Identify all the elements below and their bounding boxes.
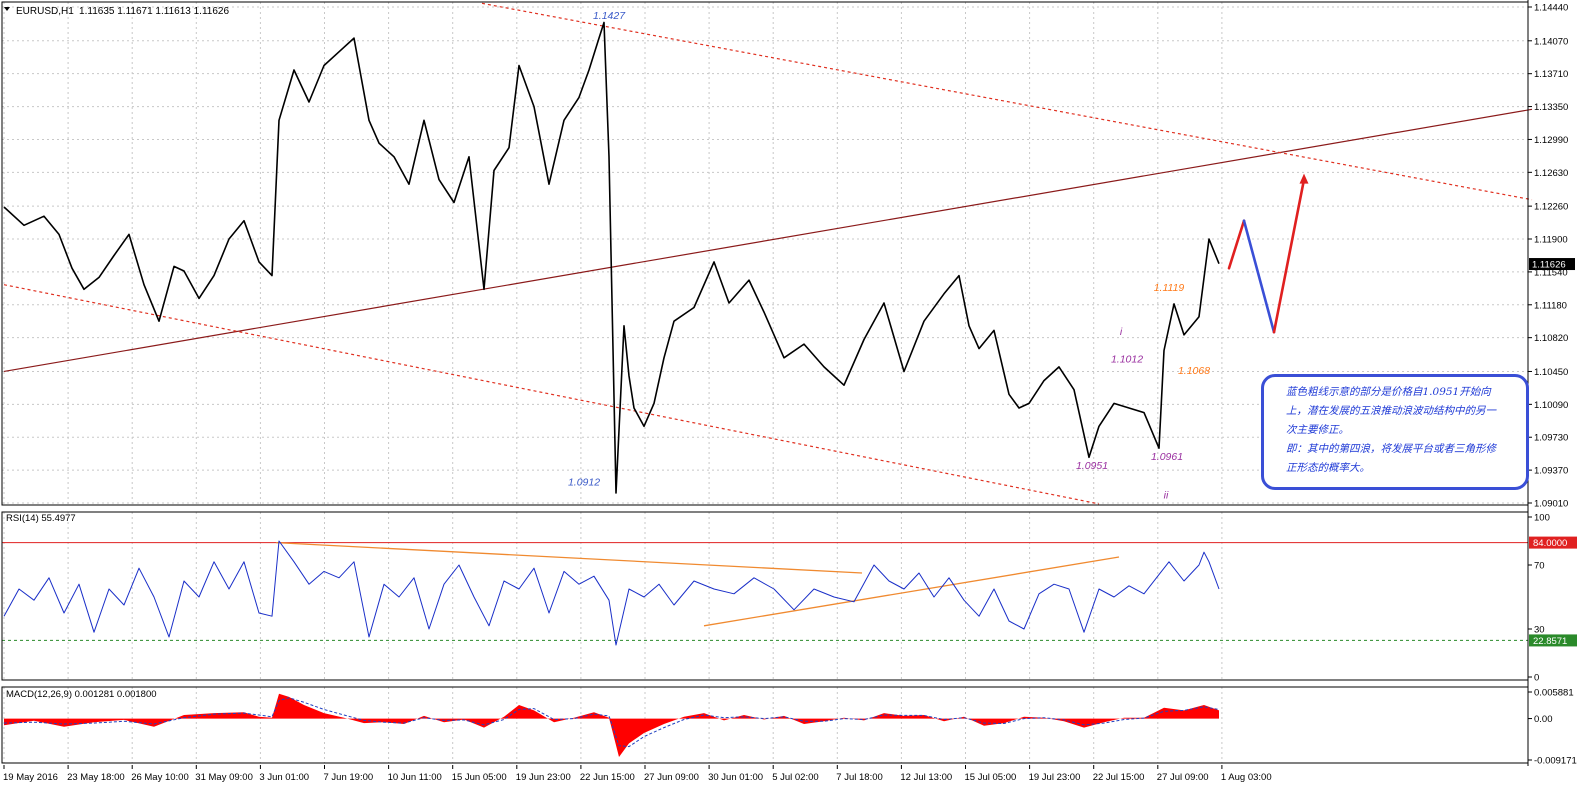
rsi-upper-badge: [1529, 536, 1577, 549]
rsi-trendline: [275, 541, 863, 574]
macd-histogram: [4, 693, 1219, 757]
rsi-trendline: [703, 556, 1120, 627]
y-tick-label: 1.11540: [1534, 267, 1568, 278]
projection-arrowhead: [1299, 173, 1309, 184]
x-tick-label: 27 Jul 09:00: [1157, 772, 1209, 783]
y-tick-label: 1.14070: [1534, 36, 1568, 47]
x-tick-label: 12 Jul 13:00: [900, 772, 952, 783]
symbol-header: EURUSD,H1 1.11635 1.11671 1.11613 1.11626: [16, 6, 229, 17]
x-tick-label: 7 Jul 18:00: [836, 772, 882, 783]
x-tick-label: 22 Jun 15:00: [580, 772, 635, 783]
y-tick-label: 1.13350: [1534, 102, 1568, 113]
wave-projection-segment: [1272, 178, 1306, 334]
rsi-upper-value: 84.0000: [1533, 538, 1567, 549]
wave-label: i: [1120, 326, 1123, 338]
y-tick-label: 0.005881: [1534, 688, 1574, 699]
y-tick-label: 70: [1534, 561, 1545, 572]
price-series-line: [3, 21, 1220, 494]
current-price-label: 1.11626: [1532, 260, 1566, 271]
y-tick-label: 1.12260: [1534, 202, 1568, 213]
wave-label: 1.1427: [593, 10, 626, 22]
y-tick-label: 1.10090: [1534, 400, 1568, 411]
annotation-line: 即：其中的第四浪，将发展平台或者三角形修: [1286, 443, 1496, 455]
x-tick-label: 7 Jun 19:00: [324, 772, 374, 783]
y-tick-label: 1.14440: [1534, 3, 1568, 14]
y-tick-label: 1.09010: [1534, 499, 1568, 510]
x-tick-label: 22 Jul 15:00: [1093, 772, 1145, 783]
x-tick-label: 26 May 10:00: [131, 772, 189, 783]
y-tick-label: 1.12630: [1534, 168, 1568, 179]
price-trendline: [3, 284, 1100, 505]
annotation-line: 正形态的概率大。: [1286, 462, 1370, 474]
x-tick-label: 27 Jun 09:00: [644, 772, 699, 783]
rsi-label: RSI(14) 55.4977: [6, 513, 76, 524]
rsi-series-line: [3, 540, 1220, 646]
y-tick-label: 1.10820: [1534, 333, 1568, 344]
x-tick-label: 10 Jun 11:00: [388, 772, 442, 783]
price-trendline: [481, 2, 1533, 201]
annotation-line: 蓝色粗线示意的部分是价格自1.0951开始向: [1286, 386, 1491, 398]
x-tick-label: 3 Jun 01:00: [259, 772, 309, 783]
collapse-triangle-icon[interactable]: [4, 7, 10, 11]
x-tick-label: 19 May 2016: [3, 772, 58, 783]
y-tick-label: -0.009171: [1534, 756, 1577, 767]
rsi-lower-badge: [1529, 634, 1577, 647]
x-tick-label: 5 Jul 02:00: [772, 772, 818, 783]
y-tick-label: 100: [1534, 513, 1550, 524]
wave-label: 1.0951: [1076, 460, 1108, 472]
y-tick-label: 30: [1534, 625, 1545, 636]
y-tick-label: 1.13710: [1534, 69, 1568, 80]
wave-label: 1.0961: [1151, 451, 1183, 463]
current-price-badge: [1529, 258, 1575, 271]
annotation-line: 次主要修正。: [1286, 424, 1349, 436]
wave-label: 1.1012: [1111, 353, 1143, 365]
y-tick-label: 0: [1534, 673, 1539, 684]
wave-projection-segment: [1242, 219, 1276, 334]
price-trendline: [3, 108, 1533, 373]
wave-label: 1.1119: [1154, 282, 1185, 294]
macd-signal-line: [3, 697, 1220, 748]
wave-label: ii: [1164, 489, 1169, 501]
x-tick-label: 31 May 09:00: [195, 772, 253, 783]
y-tick-label: 1.12990: [1534, 135, 1568, 146]
y-tick-label: 0.00: [1534, 714, 1553, 725]
annotation-note: 蓝色粗线示意的部分是价格自1.0951开始向 上，潜在发展的五浪推动浪波动结构中…: [1261, 374, 1529, 490]
wave-label: 1.0912: [568, 477, 600, 489]
y-tick-label: 1.10450: [1534, 367, 1568, 378]
rsi-lower-value: 22.8571: [1533, 636, 1567, 647]
wave-projection-segment: [1227, 219, 1246, 270]
x-tick-label: 30 Jun 01:00: [708, 772, 763, 783]
wave-label: 1.1068: [1178, 365, 1210, 377]
x-tick-label: 23 May 18:00: [67, 772, 125, 783]
x-tick-label: 19 Jun 23:00: [516, 772, 571, 783]
macd-label: MACD(12,26,9) 0.001281 0.001800: [6, 689, 157, 700]
y-tick-label: 1.11900: [1534, 235, 1568, 246]
y-tick-label: 1.11180: [1534, 300, 1567, 311]
annotation-line: 上，潜在发展的五浪推动浪波动结构中的另一: [1286, 405, 1496, 417]
y-tick-label: 1.09730: [1534, 433, 1568, 444]
y-tick-label: 1.09370: [1534, 466, 1568, 477]
x-tick-label: 19 Jul 23:00: [1029, 772, 1081, 783]
x-tick-label: 15 Jul 05:00: [965, 772, 1017, 783]
x-tick-label: 1 Aug 03:00: [1221, 772, 1272, 783]
x-tick-label: 15 Jun 05:00: [452, 772, 507, 783]
